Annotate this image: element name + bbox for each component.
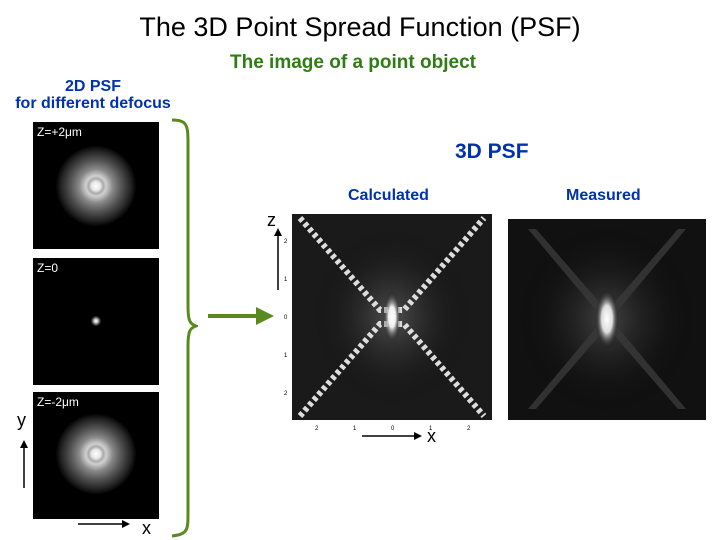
- slide-title: The 3D Point Spread Function (PSF): [139, 12, 581, 42]
- defocused-psf-image: [56, 414, 136, 494]
- psf2d-title: 2D PSF for different defocus: [15, 78, 171, 112]
- psf3d-title: 3D PSF: [455, 140, 529, 163]
- tick-label: 1: [429, 426, 433, 432]
- psf2d-y-label: y: [17, 410, 26, 430]
- tick-label: 1: [284, 277, 288, 283]
- psf2d-panel-plus2: Z=+2μm: [33, 122, 159, 249]
- psf2d-panel-zero: Z=0: [33, 258, 159, 385]
- psf2d-x-label: x: [142, 518, 151, 538]
- tick-label: 2: [315, 426, 319, 432]
- arrow-right-icon: [208, 307, 274, 325]
- psf3d-z-arrow: [274, 228, 282, 290]
- psf2d-y-arrow: [20, 440, 28, 488]
- bracket-icon: [171, 118, 198, 538]
- tick-label: 1: [353, 426, 357, 432]
- tick-label: 0: [284, 315, 288, 321]
- panel-label: Z=-2μm: [37, 395, 79, 409]
- focused-psf-image: [91, 316, 101, 326]
- measured-label: Measured: [566, 187, 641, 204]
- psf3d-z-label: z: [267, 210, 276, 230]
- measured-psf-image: [508, 219, 706, 420]
- z-ticks: 2 1 0 1 2: [284, 239, 288, 397]
- x-ticks: 2 1 0 1 2: [315, 426, 471, 432]
- calculated-label: Calculated: [348, 187, 429, 204]
- panel-label: Z=0: [37, 261, 59, 275]
- slide-subtitle: The image of a point object: [230, 52, 476, 73]
- calculated-psf-plot: 2 1 0 1 2 2 1 0 1 2: [284, 214, 492, 432]
- defocused-psf-image: [56, 146, 136, 226]
- psf2d-panel-minus2: Z=-2μm: [33, 392, 159, 519]
- tick-label: 2: [467, 426, 471, 432]
- psf3d-x-arrow: [362, 432, 422, 440]
- tick-label: 0: [391, 426, 395, 432]
- panel-label: Z=+2μm: [37, 125, 82, 139]
- tick-label: 2: [284, 239, 288, 245]
- psf3d-x-label: x: [427, 426, 436, 446]
- psf2d-x-arrow: [78, 520, 130, 528]
- tick-label: 1: [284, 353, 288, 359]
- tick-label: 2: [284, 391, 288, 397]
